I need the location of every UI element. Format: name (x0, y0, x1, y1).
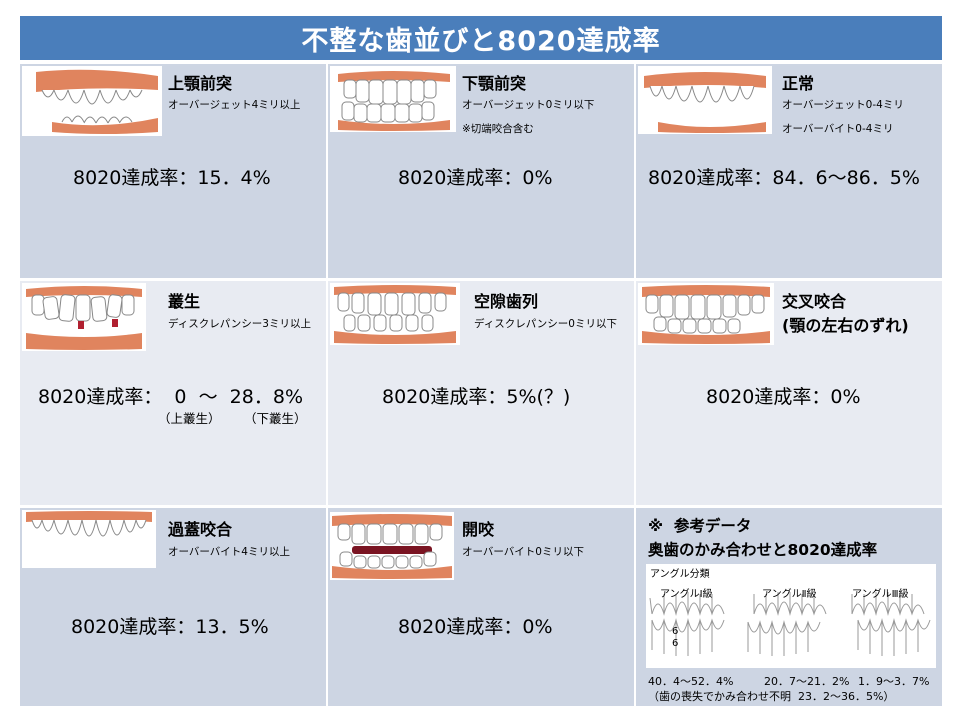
cell-8-rate: 8020達成率：0% (398, 616, 553, 638)
angle-class-3-label: アングルⅢ級 (852, 589, 909, 600)
cell-5-name: 空隙歯列 (474, 292, 539, 311)
cell-2-rate: 8020達成率：0% (398, 167, 553, 189)
cell-6-name-2: (顎の左右のずれ) (782, 316, 909, 335)
cell-5-sub1: ディスクレパンシー0ミリ以下 (474, 318, 617, 330)
reference-heading: ※ 参考データ (648, 517, 752, 535)
cell-4-sub1: ディスクレパンシー3ミリ以上 (168, 318, 311, 330)
cell-6-name: 交叉咬合 (782, 292, 847, 311)
cell-7-name: 過蓋咬合 (168, 520, 233, 539)
cell-2-sub1: オーバージェット0ミリ以下 (462, 99, 595, 111)
cell-8-name: 開咬 (462, 520, 495, 539)
teeth-open-bite-illustration (330, 512, 454, 580)
cell-1-name: 上顎前突 (168, 74, 233, 93)
teeth-deep-bite-illustration (22, 510, 156, 568)
page-title: 不整な歯並びと8020達成率 (20, 16, 942, 60)
cell-3-rate: 8020達成率：84．6～86．5% (648, 167, 920, 189)
reference-footnote: （歯の喪失でかみ合わせ不明 23．2～36．5%） (648, 690, 895, 703)
tooth-number-upper: 6 (672, 626, 679, 637)
cell-3-sub2: オーバーバイト0-4ミリ (782, 123, 894, 135)
angle-classification-label: アングル分類 (650, 569, 710, 580)
angle-class-2-label: アングルⅡ級 (762, 589, 817, 600)
cell-2-sub2: ※切端咬合含む (462, 123, 534, 135)
teeth-lower-protrusion-illustration (330, 66, 456, 132)
teeth-normal-illustration (638, 66, 772, 134)
teeth-crowding-illustration (22, 283, 146, 351)
cell-3-name: 正常 (782, 74, 815, 93)
cell-4-name: 叢生 (168, 292, 201, 311)
cell-1-rate: 8020達成率：15．4% (73, 167, 271, 189)
angle-class-1-stat: 40．4～52．4% (648, 675, 734, 688)
cell-4-note-lower: （下叢生） (244, 411, 307, 426)
cell-4-rate: 8020達成率： 0 ～ 28．8% (38, 386, 303, 408)
angle-class-2-stat: 20．7～21．2% (764, 675, 850, 688)
cell-8-sub1: オーバーバイト0ミリ以下 (462, 546, 584, 558)
cell-3-sub1: オーバージェット0-4ミリ (782, 99, 904, 111)
cell-4-note-upper: （上叢生） (158, 411, 221, 426)
angle-classification-diagram: アングル分類 アングルⅠ級 アングルⅡ級 アングルⅢ級 6 6 (646, 564, 936, 668)
angle-class-1-label: アングルⅠ級 (660, 589, 713, 600)
cell-7-rate: 8020達成率：13．5% (71, 616, 269, 638)
cell-6-rate: 8020達成率：0% (706, 386, 861, 408)
teeth-spacing-illustration (330, 283, 460, 345)
teeth-crossbite-illustration (638, 283, 774, 345)
teeth-upper-protrusion-illustration (22, 66, 162, 136)
tooth-number-lower: 6 (672, 638, 679, 649)
angle-class-3-stat: 1．9～3．7% (858, 675, 930, 688)
cell-7-sub1: オーバーバイト4ミリ以上 (168, 546, 290, 558)
cell-5-rate: 8020達成率：5%(？) (382, 386, 571, 408)
reference-subheading: 奥歯のかみ合わせと8020達成率 (648, 541, 878, 559)
cell-1-sub1: オーバージェット4ミリ以上 (168, 99, 301, 111)
cell-2-name: 下顎前突 (462, 74, 527, 93)
